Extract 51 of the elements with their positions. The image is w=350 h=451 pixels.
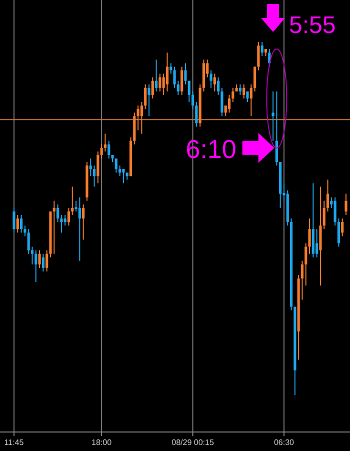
candlestick	[104, 133, 107, 152]
candlestick	[260, 42, 264, 57]
candlestick	[20, 214, 23, 234]
candlestick	[242, 84, 246, 99]
candlestick	[38, 250, 41, 268]
candlestick	[275, 90, 278, 166]
candlestick	[154, 59, 158, 92]
candlestick	[140, 102, 143, 134]
candlestick	[210, 70, 212, 88]
candlestick	[114, 158, 118, 174]
x-tick-label: 11:45	[4, 438, 24, 447]
candlestick	[228, 94, 231, 114]
candlestick	[151, 76, 154, 99]
candlestick	[213, 73, 216, 92]
candlestick	[89, 158, 92, 177]
x-tick-label: 18:00	[92, 438, 112, 447]
candlestick	[16, 214, 19, 234]
candlestick	[56, 204, 60, 223]
candlestick	[12, 207, 16, 234]
candlestick	[71, 186, 74, 216]
candlestick	[158, 73, 162, 92]
candlestick	[180, 66, 184, 96]
candlestick	[253, 66, 256, 92]
x-tick-label: 08/29 00:15	[172, 438, 214, 447]
candlestick	[122, 168, 125, 184]
candlestick	[257, 42, 260, 71]
text: 5:55	[289, 12, 336, 39]
x-tick-label: 06:30	[274, 438, 295, 447]
candlestick	[184, 62, 187, 85]
candlestick	[341, 218, 344, 237]
annotation: 6:10	[186, 134, 236, 164]
candlestick	[188, 80, 190, 103]
candlestick	[250, 84, 252, 117]
candlestick	[148, 84, 150, 117]
candlestick	[67, 207, 70, 226]
candlestick	[34, 250, 38, 283]
candlestick	[42, 253, 44, 272]
candlestick	[238, 84, 242, 96]
candlestick	[78, 196, 81, 262]
candlestick	[96, 150, 100, 184]
candlestick	[344, 193, 348, 216]
candlestick	[326, 179, 330, 212]
candlestick	[118, 165, 122, 177]
candlestick	[82, 204, 85, 240]
candlestick	[52, 200, 56, 254]
candlestick	[108, 140, 110, 159]
candlestick	[316, 228, 318, 258]
candlestick	[92, 165, 96, 188]
candlestick	[166, 52, 169, 92]
candlestick	[144, 84, 147, 110]
candlestick	[64, 214, 66, 226]
